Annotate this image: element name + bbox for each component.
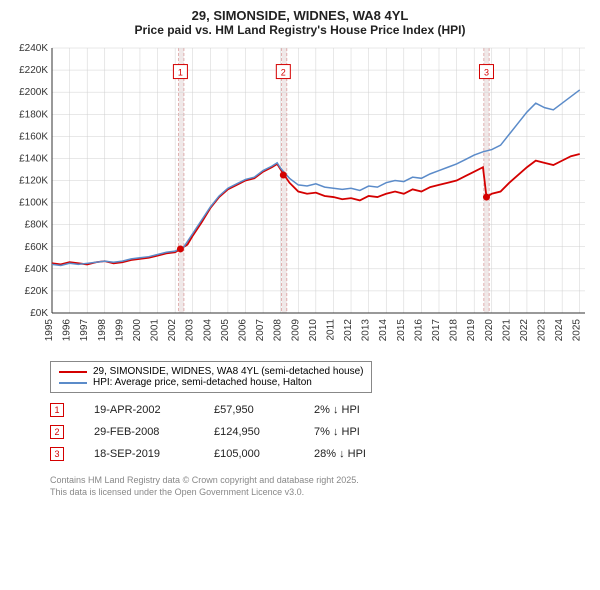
svg-text:1996: 1996 bbox=[62, 319, 73, 342]
sale-price: £57,950 bbox=[214, 404, 284, 416]
sale-row: 1 19-APR-2002 £57,950 2% ↓ HPI bbox=[50, 399, 590, 421]
svg-text:£80K: £80K bbox=[25, 220, 49, 231]
sale-delta: 28% ↓ HPI bbox=[314, 448, 404, 460]
svg-text:1: 1 bbox=[178, 68, 183, 78]
svg-text:2003: 2003 bbox=[185, 319, 196, 342]
page-title: 29, SIMONSIDE, WIDNES, WA8 4YL bbox=[10, 8, 590, 23]
sale-price: £105,000 bbox=[214, 448, 284, 460]
svg-text:£40K: £40K bbox=[25, 264, 49, 275]
svg-text:1999: 1999 bbox=[114, 319, 125, 342]
sale-row: 2 29-FEB-2008 £124,950 7% ↓ HPI bbox=[50, 421, 590, 443]
svg-text:2004: 2004 bbox=[202, 319, 213, 342]
sale-row: 3 18-SEP-2019 £105,000 28% ↓ HPI bbox=[50, 443, 590, 465]
legend-item: 29, SIMONSIDE, WIDNES, WA8 4YL (semi-det… bbox=[59, 366, 363, 377]
svg-text:2015: 2015 bbox=[396, 319, 407, 342]
sale-marker: 2 bbox=[50, 425, 64, 439]
svg-text:2017: 2017 bbox=[431, 319, 442, 342]
sales-table: 1 19-APR-2002 £57,950 2% ↓ HPI 2 29-FEB-2008 £… bbox=[50, 399, 590, 465]
page-subtitle: Price paid vs. HM Land Registry's House … bbox=[10, 23, 590, 37]
svg-text:£0K: £0K bbox=[30, 308, 48, 319]
svg-text:2016: 2016 bbox=[413, 319, 424, 342]
sale-date: 18-SEP-2019 bbox=[94, 448, 184, 460]
svg-text:2018: 2018 bbox=[449, 319, 460, 342]
svg-text:2009: 2009 bbox=[290, 319, 301, 342]
svg-text:1997: 1997 bbox=[79, 319, 90, 342]
svg-text:2: 2 bbox=[281, 68, 286, 78]
chart-svg: £0K £20K £40K £60K £80K £100K £120K £140K £160K £… bbox=[10, 43, 590, 353]
svg-text:£220K: £220K bbox=[19, 65, 48, 76]
svg-text:2002: 2002 bbox=[167, 319, 178, 342]
svg-text:£140K: £140K bbox=[19, 153, 48, 164]
price-chart: £0K £20K £40K £60K £80K £100K £120K £140K £160K £… bbox=[10, 43, 590, 353]
legend-swatch bbox=[59, 382, 87, 384]
svg-text:2001: 2001 bbox=[150, 319, 161, 342]
svg-text:2023: 2023 bbox=[537, 319, 548, 342]
legend-item: HPI: Average price, semi-detached house,… bbox=[59, 377, 363, 388]
footer-line-1: Contains HM Land Registry data © Crown c… bbox=[50, 475, 590, 487]
sale-delta: 2% ↓ HPI bbox=[314, 404, 404, 416]
svg-text:2013: 2013 bbox=[361, 319, 372, 342]
svg-text:£120K: £120K bbox=[19, 176, 48, 187]
sale-marker: 3 bbox=[50, 447, 64, 461]
svg-text:£200K: £200K bbox=[19, 87, 48, 98]
svg-text:2005: 2005 bbox=[220, 319, 231, 342]
svg-text:2010: 2010 bbox=[308, 319, 319, 342]
svg-text:£20K: £20K bbox=[25, 286, 49, 297]
svg-text:£100K: £100K bbox=[19, 198, 48, 209]
svg-text:2008: 2008 bbox=[273, 319, 284, 342]
svg-text:3: 3 bbox=[484, 68, 489, 78]
svg-text:1998: 1998 bbox=[97, 319, 108, 342]
svg-text:2012: 2012 bbox=[343, 319, 354, 342]
svg-text:£180K: £180K bbox=[19, 109, 48, 120]
svg-text:2024: 2024 bbox=[554, 319, 565, 342]
svg-text:2000: 2000 bbox=[132, 319, 143, 342]
svg-text:2011: 2011 bbox=[325, 319, 336, 341]
footer-line-2: This data is licensed under the Open Gov… bbox=[50, 487, 590, 499]
footer-attribution: Contains HM Land Registry data © Crown c… bbox=[50, 475, 590, 498]
sale-date: 29-FEB-2008 bbox=[94, 426, 184, 438]
svg-text:2020: 2020 bbox=[484, 319, 495, 342]
sale-date: 19-APR-2002 bbox=[94, 404, 184, 416]
svg-text:2006: 2006 bbox=[237, 319, 248, 342]
legend-label: HPI: Average price, semi-detached house,… bbox=[93, 377, 312, 388]
svg-text:2014: 2014 bbox=[378, 319, 389, 342]
svg-text:2007: 2007 bbox=[255, 319, 266, 342]
svg-text:1995: 1995 bbox=[44, 319, 55, 342]
svg-text:2025: 2025 bbox=[572, 319, 583, 342]
legend-swatch bbox=[59, 371, 87, 373]
legend: 29, SIMONSIDE, WIDNES, WA8 4YL (semi-det… bbox=[50, 361, 372, 393]
sale-price: £124,950 bbox=[214, 426, 284, 438]
sale-marker: 1 bbox=[50, 403, 64, 417]
svg-text:£60K: £60K bbox=[25, 242, 49, 253]
svg-text:2019: 2019 bbox=[466, 319, 477, 342]
svg-text:2022: 2022 bbox=[519, 319, 530, 342]
svg-text:2021: 2021 bbox=[501, 319, 512, 342]
svg-text:£160K: £160K bbox=[19, 131, 48, 142]
sale-delta: 7% ↓ HPI bbox=[314, 426, 404, 438]
svg-text:£240K: £240K bbox=[19, 43, 48, 54]
legend-label: 29, SIMONSIDE, WIDNES, WA8 4YL (semi-det… bbox=[93, 366, 363, 377]
